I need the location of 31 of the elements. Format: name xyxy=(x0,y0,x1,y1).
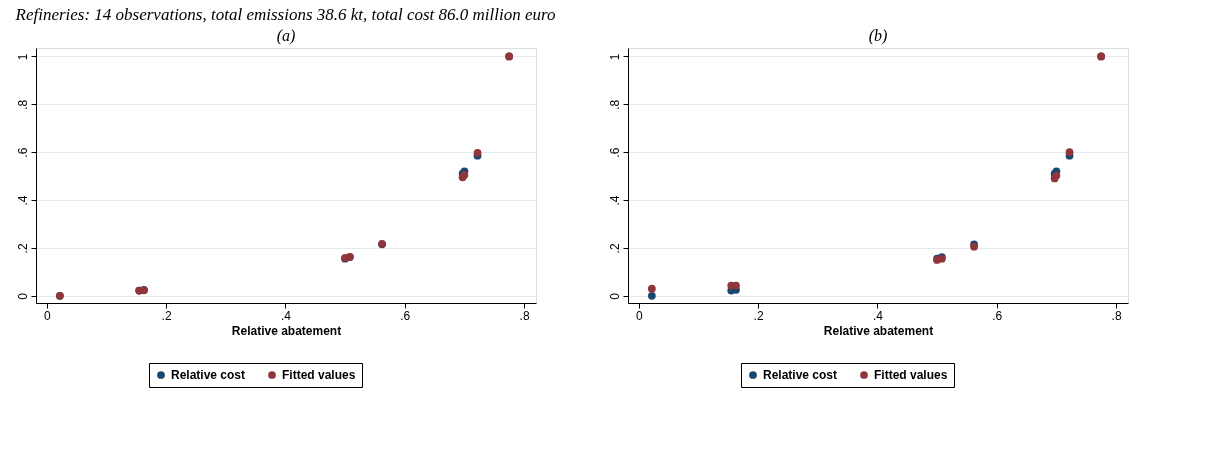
y-tick-label: .8 xyxy=(15,99,30,110)
x-tick-label: .8 xyxy=(1111,308,1122,323)
x-tick-label: .2 xyxy=(161,308,172,323)
y-tick-label: .4 xyxy=(15,195,30,206)
x-tick-label: 0 xyxy=(635,308,643,323)
x-tick-label: .6 xyxy=(992,308,1003,323)
x-tick-label: .8 xyxy=(519,308,530,323)
y-tick-label: .2 xyxy=(607,243,622,254)
x-axis-title: Relative abatement xyxy=(231,323,342,338)
y-tick-label: 0 xyxy=(607,292,622,300)
x-tick-label: .2 xyxy=(753,308,764,323)
chart-title: (a) xyxy=(276,27,296,45)
x-tick-label: 0 xyxy=(43,308,51,323)
y-tick-label: .6 xyxy=(607,147,622,158)
chart-title: (b) xyxy=(868,27,888,45)
x-axis-title: Relative abatement xyxy=(823,323,934,338)
legend-label: Relative cost xyxy=(171,368,246,382)
y-tick-label: .8 xyxy=(607,99,622,110)
y-tick-label: .6 xyxy=(15,147,30,158)
y-tick-label: .4 xyxy=(607,195,622,206)
legend-label: Relative cost xyxy=(763,368,838,382)
y-tick-label: .2 xyxy=(15,243,30,254)
text: Refineries: 14 observations, total emissions 38.6 kt, total cost 86.0 million euro xyxy=(14,4,556,24)
y-tick-label: 1 xyxy=(607,53,622,61)
y-tick-label: 1 xyxy=(15,53,30,61)
legend-label: Fitted values xyxy=(282,368,356,382)
y-tick-label: 0 xyxy=(15,292,30,300)
x-tick-label: .4 xyxy=(872,308,884,323)
x-tick-label: .6 xyxy=(400,308,411,323)
legend-label: Fitted values xyxy=(874,368,948,382)
x-tick-label: .4 xyxy=(280,308,292,323)
